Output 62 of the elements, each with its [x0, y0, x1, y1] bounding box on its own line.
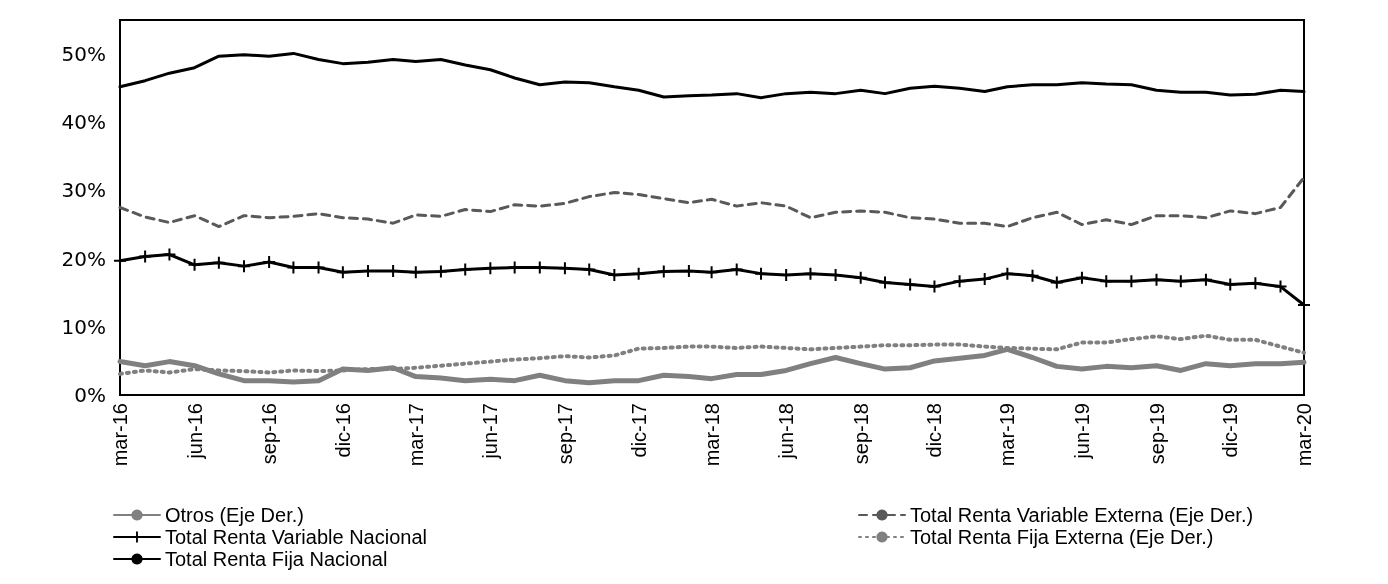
point: [804, 267, 817, 280]
legend-label: Total Renta Variable Externa (Eje Der.): [910, 504, 1254, 526]
x-tick-label: mar-17: [404, 403, 427, 467]
legend-label: Otros (Eje Der.): [165, 504, 304, 526]
y-tick-label: 50%: [61, 42, 106, 67]
point: [879, 276, 892, 289]
x-tick-label: dic-17: [627, 403, 650, 458]
point: [1224, 278, 1237, 291]
x-tick-label: mar-16: [109, 403, 131, 467]
line-series: [118, 176, 1306, 229]
point: [632, 267, 645, 280]
legend-label: Total Renta Variable Nacional: [165, 526, 428, 548]
point: [1100, 275, 1113, 288]
point: [459, 263, 472, 276]
point: [583, 263, 596, 276]
x-tick-label: jun-16: [183, 403, 206, 460]
point: [705, 266, 718, 279]
legend-label: Total Renta Fija Nacional: [165, 548, 388, 570]
point: [336, 266, 349, 279]
point: [1274, 280, 1287, 293]
x-tick-label: jun-19: [1070, 403, 1093, 460]
point: [1199, 273, 1212, 286]
x-tick-label: sep-17: [553, 403, 576, 465]
point: [1075, 271, 1088, 284]
point: [1150, 273, 1163, 286]
point: [730, 263, 743, 276]
x-tick-label: dic-16: [331, 403, 354, 458]
y-tick-label: 30%: [61, 178, 106, 203]
point: [1001, 267, 1014, 280]
x-tick-label: sep-18: [849, 403, 872, 465]
x-tick-label: mar-19: [996, 403, 1019, 467]
point: [755, 267, 768, 280]
x-tick-label: dic-19: [1219, 403, 1242, 458]
point: [904, 278, 917, 291]
point: [1125, 275, 1138, 288]
legend-label: Total Renta Fija Externa (Eje Der.): [910, 526, 1214, 548]
y-tick-label: 0%: [74, 383, 106, 407]
point: [928, 280, 941, 293]
point: [657, 265, 670, 278]
point: [854, 271, 867, 284]
y-tick-label: 40%: [61, 110, 106, 135]
x-tick-label: mar-18: [700, 403, 723, 467]
x-tick-label: sep-19: [1145, 403, 1168, 465]
point: [212, 256, 225, 269]
point: [1050, 276, 1063, 289]
point: [163, 248, 176, 261]
point: [263, 256, 276, 269]
x-tick-label: jun-17: [479, 403, 502, 460]
point: [188, 258, 201, 271]
point: [953, 275, 966, 288]
y-tick-label: 10%: [61, 314, 106, 339]
x-tick-label: jun-18: [775, 403, 798, 460]
x-tick-label: sep-16: [258, 403, 281, 465]
point: [237, 260, 250, 273]
point: [139, 250, 152, 263]
point: [434, 265, 447, 278]
point: [409, 266, 422, 279]
point: [1174, 275, 1187, 288]
x-tick-label: dic-18: [923, 403, 946, 458]
x-tick-label: mar-20: [1293, 403, 1315, 467]
y-tick-label: 20%: [61, 246, 106, 271]
point: [1026, 269, 1039, 282]
